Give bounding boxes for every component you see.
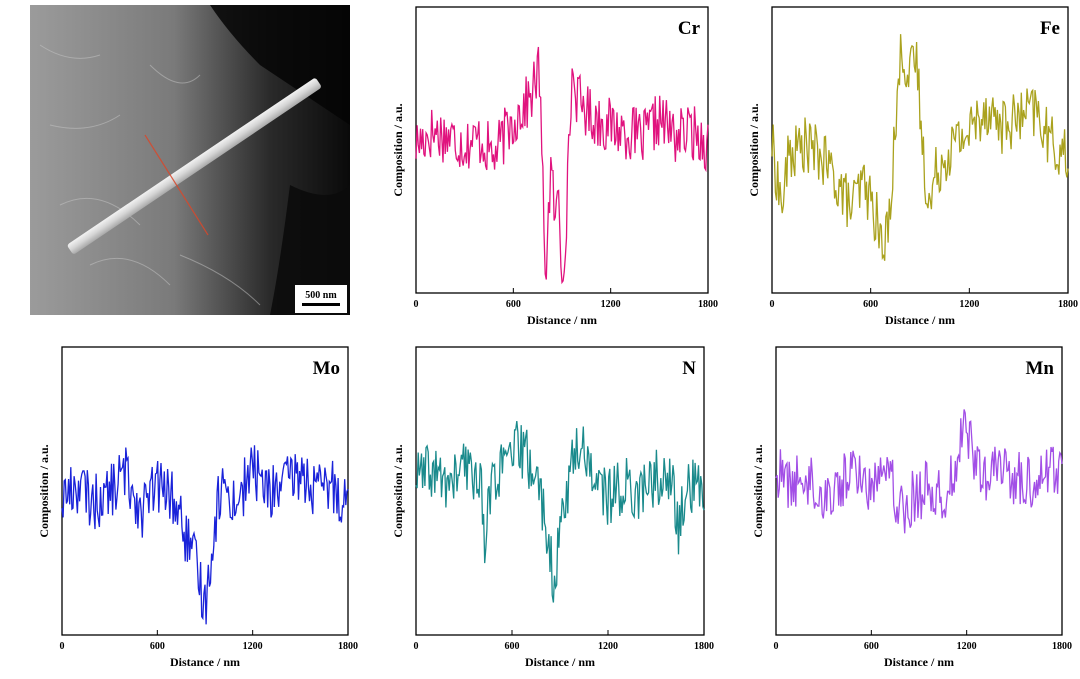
series-line-cr [415,46,709,285]
x-tick-label-cr-2: 1200 [601,299,621,310]
x-tick-label-cr-0: 0 [414,299,419,310]
scale-bar [302,303,340,306]
x-tick-label-mo-1: 600 [150,641,165,652]
chart-cr: 0 600 1200 1800 Cr Distance / nm Composition /… [391,6,718,327]
x-tick-label-mn-3: 1800 [1052,641,1072,652]
scale-bar-box [295,285,347,313]
plot-frame-mo [61,346,349,636]
x-axis-label-mn: Distance / nm [884,655,954,669]
x-axis-label-n: Distance / nm [525,655,595,669]
x-tick-label-mo-3: 1800 [338,641,358,652]
chart-n: 0 600 1200 1800 N Distance / nm Composition / … [391,346,714,669]
chart-mo: 0 600 1200 1800 Mo Distance / nm Composition /… [37,346,358,669]
x-tick-label-n-0: 0 [414,641,419,652]
series-line-mo [61,445,349,625]
chart-title-mn: Mn [1026,358,1055,379]
sem-micrograph: 500 nm [30,5,350,315]
x-tick-label-mo-2: 1200 [243,641,263,652]
x-tick-label-fe-0: 0 [770,299,775,310]
x-tick-label-mo-0: 0 [60,641,65,652]
plot-frame-fe [771,6,1069,294]
y-axis-label-fe: Composition / a.u. [747,103,761,196]
x-tick-label-fe-3: 1800 [1058,299,1078,310]
chart-mn: 0 600 1200 1800 Mn Distance / nm Composition /… [751,346,1072,669]
chart-title-n: N [682,358,696,379]
x-tick-label-n-3: 1800 [694,641,714,652]
chart-title-mo: Mo [313,358,340,379]
series-line-mn [775,409,1063,534]
chart-fe: 0 600 1200 1800 Fe Distance / nm Composition /… [747,6,1078,327]
scale-bar-label: 500 nm [305,290,337,301]
x-axis-label-fe: Distance / nm [885,313,955,327]
y-axis-label-mo: Composition / a.u. [37,444,51,537]
x-axis-label-cr: Distance / nm [527,313,597,327]
y-axis-label-mn: Composition / a.u. [751,444,765,537]
x-tick-label-n-2: 1200 [598,641,618,652]
x-tick-label-mn-1: 600 [864,641,879,652]
series-line-fe [771,34,1069,261]
x-tick-label-mn-2: 1200 [957,641,977,652]
series-line-n [415,421,705,603]
y-axis-label-cr: Composition / a.u. [391,103,405,196]
x-tick-label-n-1: 600 [505,641,520,652]
chart-title-cr: Cr [678,18,701,39]
chart-title-fe: Fe [1040,18,1060,39]
plot-frame-n [415,346,705,636]
y-axis-label-n: Composition / a.u. [391,444,405,537]
plot-frame-mn [775,346,1063,636]
x-tick-label-cr-3: 1800 [698,299,718,310]
x-tick-label-fe-2: 1200 [959,299,979,310]
linescan-line [144,134,209,236]
x-tick-label-fe-1: 600 [863,299,878,310]
x-axis-label-mo: Distance / nm [170,655,240,669]
x-tick-label-mn-0: 0 [774,641,779,652]
x-tick-label-cr-1: 600 [506,299,521,310]
